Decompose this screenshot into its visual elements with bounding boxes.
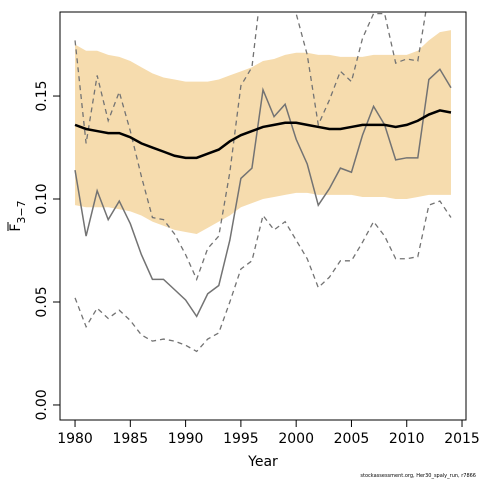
- x-tick-label: 1985: [112, 431, 148, 447]
- confidence-band: [75, 30, 451, 235]
- x-tick-label: 2015: [444, 431, 480, 447]
- y-tick-label: 0.00: [34, 389, 50, 420]
- x-tick-label: 2010: [389, 431, 425, 447]
- x-tick-label: 2005: [334, 431, 370, 447]
- y-axis-label-text: F3−7: [8, 200, 28, 231]
- plot-area: [74, 12, 452, 353]
- x-tick-label: 1995: [223, 431, 259, 447]
- y-label-sub: 3−7: [15, 200, 28, 223]
- x-axis-label: Year: [247, 454, 278, 470]
- y-axis-label: F3−7: [7, 200, 28, 232]
- x-tick-label: 1990: [168, 431, 204, 447]
- y-label-main: F: [8, 224, 24, 232]
- series-line: [74, 109, 452, 160]
- y-tick-label: 0.10: [34, 183, 50, 214]
- series-line: [74, 68, 452, 318]
- x-tick-label: 1980: [57, 431, 93, 447]
- y-tick-label: 0.15: [34, 80, 50, 111]
- axes-frame: [59, 11, 467, 421]
- x-tick-label: 2000: [278, 431, 314, 447]
- dashed-line: [74, 200, 452, 353]
- footnote: stockassessment.org, Her30_spaly_run, r7…: [360, 473, 476, 479]
- y-tick-label: 0.05: [34, 286, 50, 317]
